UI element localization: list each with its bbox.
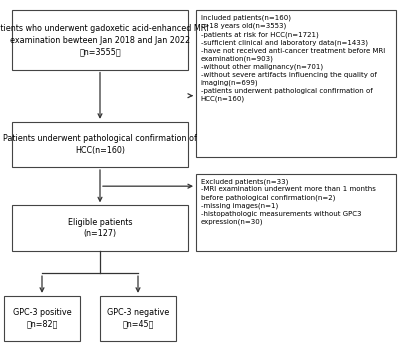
FancyBboxPatch shape xyxy=(12,122,188,167)
FancyBboxPatch shape xyxy=(100,296,176,341)
FancyBboxPatch shape xyxy=(196,174,396,251)
Text: GPC-3 negative
（n=45）: GPC-3 negative （n=45） xyxy=(107,308,169,329)
Text: GPC-3 positive
（n=82）: GPC-3 positive （n=82） xyxy=(13,308,71,329)
Text: Included patients(n=160)
->18 years old(n=3553)
-patients at risk for HCC(n=1721: Included patients(n=160) ->18 years old(… xyxy=(201,15,385,102)
Text: Patients who underwent gadoxetic acid-enhanced MRI
examination bewteen Jan 2018 : Patients who underwent gadoxetic acid-en… xyxy=(0,24,209,56)
FancyBboxPatch shape xyxy=(4,296,80,341)
FancyBboxPatch shape xyxy=(12,10,188,70)
FancyBboxPatch shape xyxy=(12,205,188,251)
Text: Patients underwent pathological confirmation of
HCC(n=160): Patients underwent pathological confirma… xyxy=(3,134,197,155)
Text: Excluded patients(n=33)
-MRI examination underwent more than 1 months
before pat: Excluded patients(n=33) -MRI examination… xyxy=(201,178,376,225)
Text: Eligible patients
(n=127): Eligible patients (n=127) xyxy=(68,218,132,238)
FancyBboxPatch shape xyxy=(196,10,396,157)
